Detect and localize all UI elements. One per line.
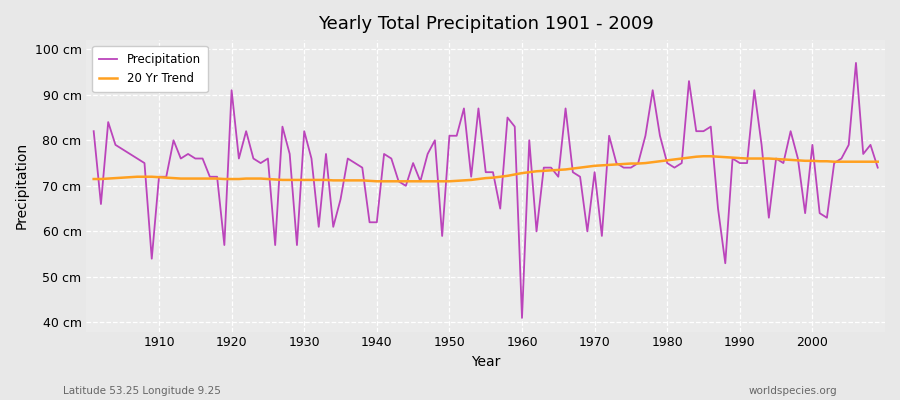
20 Yr Trend [698, 154, 709, 159]
Title: Yearly Total Precipitation 1901 - 2009: Yearly Total Precipitation 1901 - 2009 [318, 15, 653, 33]
Precipitation [306, 156, 317, 161]
Precipitation [524, 138, 535, 143]
20 Yr Trend [872, 159, 883, 164]
20 Yr Trend [372, 179, 382, 184]
Legend: Precipitation, 20 Yr Trend: Precipitation, 20 Yr Trend [93, 46, 208, 92]
Precipitation [611, 161, 622, 166]
Precipitation [509, 124, 520, 129]
Precipitation [88, 129, 99, 134]
Precipitation [147, 256, 158, 261]
20 Yr Trend [524, 170, 535, 174]
X-axis label: Year: Year [471, 355, 500, 369]
Text: Latitude 53.25 Longitude 9.25: Latitude 53.25 Longitude 9.25 [63, 386, 220, 396]
Precipitation [872, 165, 883, 170]
20 Yr Trend [147, 174, 158, 179]
20 Yr Trend [611, 162, 622, 167]
20 Yr Trend [349, 178, 360, 183]
Precipitation [349, 161, 360, 166]
20 Yr Trend [306, 178, 317, 182]
Line: Precipitation: Precipitation [94, 63, 878, 318]
20 Yr Trend [517, 171, 527, 176]
Line: 20 Yr Trend: 20 Yr Trend [94, 156, 878, 181]
Y-axis label: Precipitation: Precipitation [15, 142, 29, 230]
Text: worldspecies.org: worldspecies.org [749, 386, 837, 396]
Precipitation [517, 316, 527, 320]
Precipitation [850, 60, 861, 65]
20 Yr Trend [88, 177, 99, 182]
